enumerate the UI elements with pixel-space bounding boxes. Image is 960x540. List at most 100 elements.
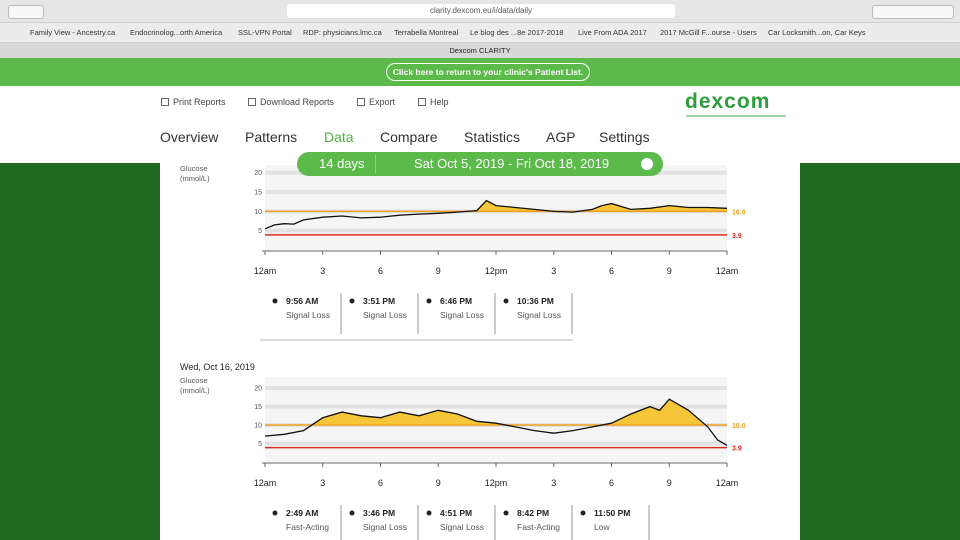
y-tick-label: 5 (258, 441, 262, 448)
x-tick-label: 12pm (485, 478, 508, 488)
event-label: Signal Loss (363, 522, 407, 532)
dropdown-icon[interactable] (641, 158, 653, 170)
event-time: 11:50 PM (594, 508, 630, 518)
toolbar-item[interactable]: Print Reports (161, 97, 226, 107)
y-axis-label: (mmol/L) (180, 386, 210, 395)
day-chart: Wed, Oct 16, 2019 Glucose(mmol/L) 5 10 15 20 1… (180, 362, 746, 540)
event-time: 6:46 PM (440, 296, 472, 306)
x-tick-label: 3 (320, 266, 325, 276)
event-label: Signal Loss (286, 310, 330, 320)
logo: dexcom (685, 90, 771, 113)
event-label: Fast-Acting (517, 522, 560, 532)
nav-tab[interactable]: Statistics (464, 129, 521, 145)
threshold-label: 3.9 (732, 233, 742, 240)
logo-tagline (686, 115, 786, 117)
x-tick-label: 12am (254, 478, 277, 488)
toolbar-item[interactable]: Help (418, 97, 449, 107)
bookmark[interactable]: Endocrinolog...orth America (130, 28, 223, 37)
event-time: 3:46 PM (363, 508, 395, 518)
x-tick-label: 3 (551, 266, 556, 276)
period[interactable]: 14 days (319, 156, 365, 171)
y-axis-label: Glucose (180, 376, 208, 385)
bookmark[interactable]: RDP: physicians.lmc.ca (303, 28, 382, 37)
y-axis-label: (mmol/L) (180, 174, 210, 183)
event-time: 4:51 PM (440, 508, 472, 518)
x-tick-label: 9 (667, 478, 672, 488)
bookmarks-bar: Family View - Ancestry.ca Endocrinolog...… (0, 23, 960, 43)
event-time: 3:51 PM (363, 296, 395, 306)
toolbar-label[interactable]: Download Reports (260, 97, 335, 107)
event-label: Signal Loss (363, 310, 407, 320)
bookmark[interactable]: Family View - Ancestry.ca (30, 28, 116, 37)
y-tick-label: 10 (254, 423, 262, 430)
threshold-label: 10.0 (732, 209, 746, 216)
toolbar-label[interactable]: Print Reports (173, 97, 226, 107)
bookmark[interactable]: Le blog des ...8e 2017-2018 (470, 28, 564, 37)
event-icon (349, 298, 355, 304)
banner: Click here to return to your clinic's Pa… (0, 58, 960, 86)
date-range[interactable]: Sat Oct 5, 2019 - Fri Oct 18, 2019 (414, 156, 610, 171)
x-tick-label: 6 (609, 266, 614, 276)
day-date: Wed, Oct 16, 2019 (180, 362, 255, 372)
x-tick-label: 6 (609, 478, 614, 488)
high-area (466, 200, 727, 212)
tab[interactable]: Dexcom CLARITY (0, 43, 960, 58)
bookmark[interactable]: 2017 McGill F...ourse - Users (660, 28, 757, 37)
patient-list-link[interactable]: Click here to return to your clinic's Pa… (386, 63, 590, 81)
nav-tab[interactable]: Data (324, 129, 354, 145)
nav-tab[interactable]: Overview (160, 129, 219, 145)
x-tick-label: 3 (320, 478, 325, 488)
browser-toolbar: clarity.dexcom.eu/i/data/daily (0, 0, 960, 23)
y-tick-label: 20 (254, 170, 262, 177)
nav-tab[interactable]: Patterns (245, 129, 298, 145)
divider (375, 154, 376, 174)
event-icon (426, 510, 432, 516)
event-icon (272, 510, 278, 516)
x-tick-label: 3 (551, 478, 556, 488)
high-area (311, 399, 706, 426)
event-icon (272, 298, 278, 304)
event-label: Signal Loss (517, 310, 561, 320)
x-tick-label: 12am (716, 266, 739, 276)
event-label: Signal Loss (440, 310, 484, 320)
toolbar-label[interactable]: Help (430, 97, 449, 107)
bookmark[interactable]: Car Locksmith...on, Car Keys (768, 28, 866, 37)
nav-buttons[interactable] (8, 5, 44, 19)
toolbar-label[interactable]: Export (369, 97, 396, 107)
event-icon (580, 510, 586, 516)
glucose-trace (264, 398, 728, 446)
x-tick-label: 9 (436, 266, 441, 276)
bookmark[interactable]: Live From ADA 2017 (578, 28, 647, 37)
x-tick-label: 12am (716, 478, 739, 488)
x-tick-label: 12pm (485, 266, 508, 276)
event-label: Signal Loss (440, 522, 484, 532)
threshold-label: 10.0 (732, 423, 746, 430)
event-time: 2:49 AM (286, 508, 318, 518)
date-bar[interactable]: 14 days Sat Oct 5, 2019 - Fri Oct 18, 20… (297, 152, 663, 176)
toolbar-item[interactable]: Export (357, 97, 395, 107)
y-tick-label: 15 (254, 404, 262, 411)
event-icon (349, 510, 355, 516)
y-tick-label: 5 (258, 228, 262, 235)
event-label: Fast-Acting (286, 522, 329, 532)
bookmark[interactable]: Terrabella Montreal (394, 28, 459, 37)
event-icon (503, 298, 509, 304)
nav-tab[interactable]: AGP (546, 129, 576, 145)
nav-tab[interactable]: Compare (380, 129, 438, 145)
toolbar-item[interactable]: Download Reports (248, 97, 334, 107)
event-icon (503, 510, 509, 516)
y-tick-label: 10 (254, 209, 262, 216)
report-content: Glucose (mmol/L) 5 10 15 20 10.0 3.9 12am 3 6 9 12pm… (160, 163, 800, 540)
address-bar[interactable]: clarity.dexcom.eu/i/data/daily (287, 4, 675, 18)
y-axis-label: Glucose (180, 164, 208, 173)
day-chart: Glucose(mmol/L) 5 10 15 20 10.0 3.9 12am 3 6 9 12pm… (180, 164, 746, 341)
nav-tab[interactable]: Settings (599, 129, 650, 145)
event-time: 8:42 PM (517, 508, 549, 518)
glucose-trace (264, 199, 728, 230)
event-time: 10:36 PM (517, 296, 554, 306)
app-header: dexcom Print Reports Download Reports Expo… (0, 86, 960, 163)
x-tick-label: 12am (254, 266, 277, 276)
threshold-label: 3.9 (732, 446, 742, 453)
bookmark[interactable]: SSL-VPN Portal (238, 28, 292, 37)
browser-actions[interactable] (872, 5, 954, 19)
